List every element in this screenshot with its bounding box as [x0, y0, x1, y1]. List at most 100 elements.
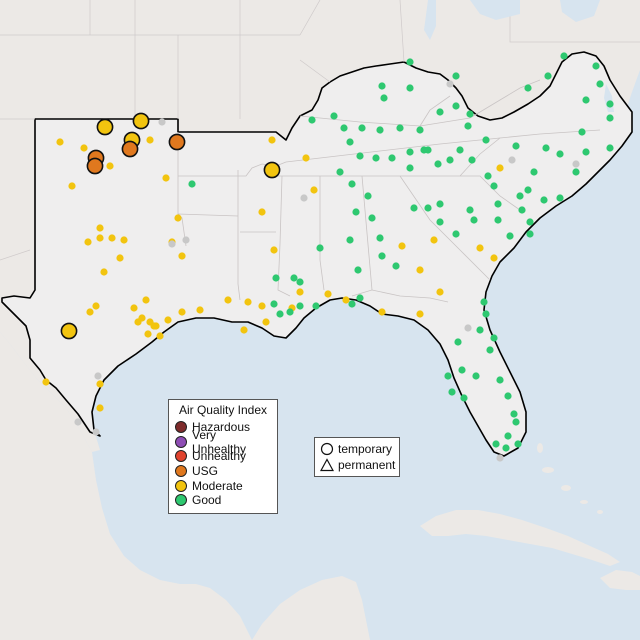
good-point: [510, 410, 518, 418]
good-point: [290, 274, 298, 282]
good-point: [490, 182, 498, 190]
good-point: [490, 334, 498, 342]
good-point: [530, 168, 538, 176]
good-point: [286, 308, 294, 316]
land-cuba: [420, 510, 620, 566]
moderate-point: [310, 186, 318, 194]
legend-label: Good: [192, 493, 222, 508]
moderate-point: [430, 236, 438, 244]
shape-legend-permanent: permanent: [320, 457, 395, 473]
moderate-point: [342, 296, 350, 304]
good-point: [436, 108, 444, 116]
land-bahamas: [537, 443, 603, 514]
good-point: [276, 310, 284, 318]
state-borders: [177, 79, 601, 303]
good-point: [606, 100, 614, 108]
good-point: [340, 124, 348, 132]
legend-swatch-moderate: [175, 479, 187, 492]
good-point: [544, 72, 552, 80]
usg-temporary-monitor: [86, 157, 104, 175]
moderate-point: [142, 296, 150, 304]
legend-label: Very Unhealthy: [192, 427, 247, 456]
moderate-point: [268, 136, 276, 144]
good-point: [312, 302, 320, 310]
nodata-point: [446, 80, 454, 88]
good-point: [452, 72, 460, 80]
outer-state-borders: [0, 0, 640, 261]
nodata-point: [92, 428, 100, 436]
legend-item-very-unhealthy: Very Unhealthy: [175, 428, 271, 456]
moderate-point: [80, 144, 88, 152]
good-point: [406, 84, 414, 92]
good-point: [356, 152, 364, 160]
good-point: [468, 156, 476, 164]
good-point: [406, 164, 414, 172]
triangle-icon: [320, 458, 334, 472]
good-point: [512, 418, 520, 426]
moderate-point: [120, 236, 128, 244]
good-point: [514, 440, 522, 448]
region-southern-states: [1, 51, 633, 457]
moderate-point: [108, 234, 116, 242]
good-point: [420, 146, 428, 154]
good-point: [496, 376, 504, 384]
land-yucatan: [252, 576, 370, 640]
nodata-point: [74, 418, 82, 426]
moderate-point: [324, 290, 332, 298]
land-hispaniola: [600, 570, 640, 590]
good-point: [572, 168, 580, 176]
moderate-point: [130, 304, 138, 312]
moderate-point: [144, 330, 152, 338]
shape-legend-temporary: temporary: [320, 441, 394, 457]
moderate-point: [100, 268, 108, 276]
good-point: [446, 156, 454, 164]
nodata-point: [158, 118, 166, 126]
good-point: [454, 338, 462, 346]
usg-temporary-monitor: [121, 140, 139, 158]
good-point: [492, 440, 500, 448]
good-point: [346, 236, 354, 244]
moderate-point: [84, 238, 92, 246]
moderate-point: [96, 224, 104, 232]
good-point: [352, 208, 360, 216]
good-point: [378, 252, 386, 260]
moderate-point: [262, 318, 270, 326]
good-point: [380, 94, 388, 102]
usg-temporary-monitor: [168, 133, 186, 151]
good-point: [472, 372, 480, 380]
good-point: [524, 186, 532, 194]
good-point: [316, 244, 324, 252]
nodata-point: [464, 324, 472, 332]
good-point: [452, 102, 460, 110]
moderate-point: [270, 246, 278, 254]
good-point: [330, 112, 338, 120]
moderate-point: [162, 174, 170, 182]
good-point: [582, 148, 590, 156]
good-point: [592, 62, 600, 70]
moderate-point: [258, 208, 266, 216]
good-point: [480, 298, 488, 306]
moderate-temporary-monitor: [132, 112, 150, 130]
legend-item-good: Good: [175, 493, 271, 508]
good-point: [504, 432, 512, 440]
moderate-point: [116, 254, 124, 262]
good-point: [476, 326, 484, 334]
moderate-point: [378, 308, 386, 316]
good-point: [582, 96, 590, 104]
monitor-points: [42, 52, 614, 462]
moderate-point: [134, 318, 142, 326]
good-point: [388, 154, 396, 162]
moderate-point: [224, 296, 232, 304]
legend-label: Hazardous: [192, 420, 251, 435]
nodata-point: [496, 454, 504, 462]
good-point: [466, 206, 474, 214]
good-point: [436, 218, 444, 226]
good-point: [526, 230, 534, 238]
nodata-point: [508, 156, 516, 164]
moderate-point: [86, 308, 94, 316]
good-point: [524, 84, 532, 92]
good-point: [464, 122, 472, 130]
nodata-point: [94, 372, 102, 380]
good-point: [434, 160, 442, 168]
great-lakes: [424, 0, 600, 40]
